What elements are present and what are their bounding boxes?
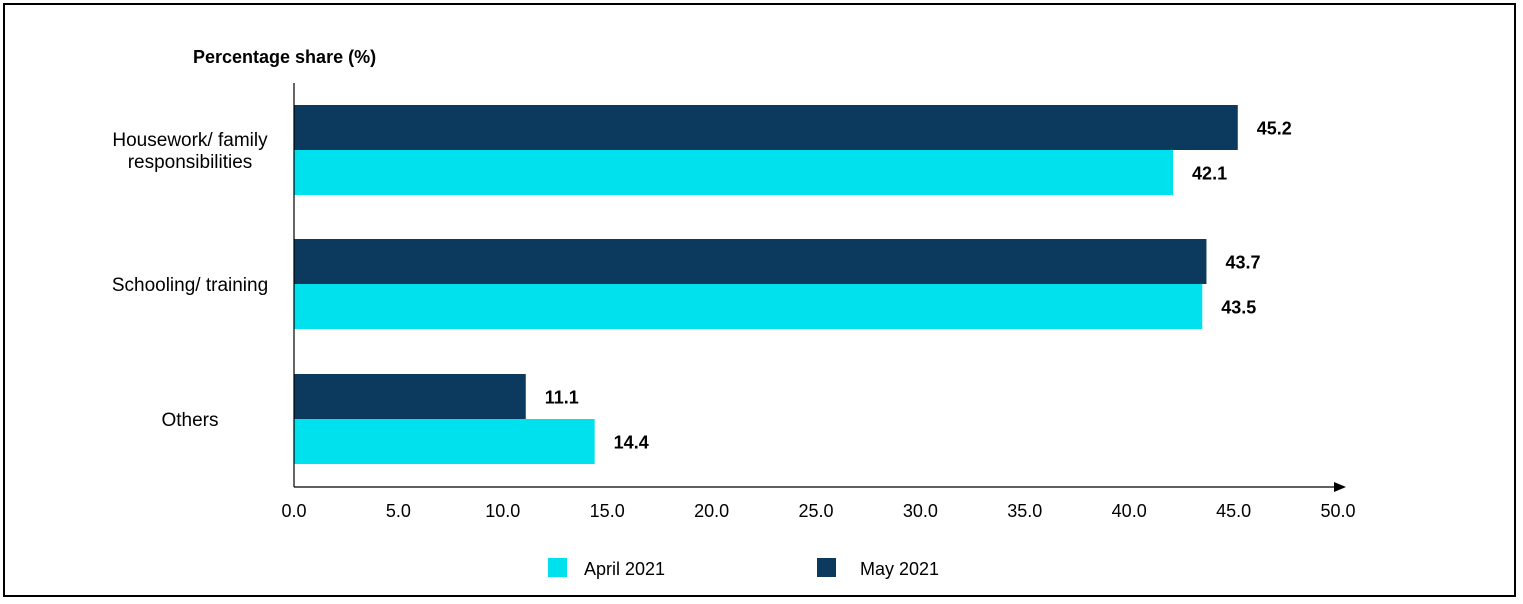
x-tick-label: 50.0 bbox=[1320, 501, 1355, 521]
x-tick-label: 40.0 bbox=[1112, 501, 1147, 521]
category-label: Schooling/ training bbox=[112, 275, 268, 296]
data-label: 43.7 bbox=[1225, 253, 1260, 273]
axes-group bbox=[293, 83, 1346, 492]
x-tick-label: 35.0 bbox=[1007, 501, 1042, 521]
bar-april-2021-0 bbox=[294, 150, 1174, 195]
x-tick-label: 5.0 bbox=[386, 501, 411, 521]
data-label: 43.5 bbox=[1221, 298, 1256, 318]
legend-label: May 2021 bbox=[860, 559, 939, 579]
x-tick-label: 20.0 bbox=[694, 501, 729, 521]
legend: April 2021 May 2021 bbox=[548, 558, 939, 579]
x-tick-label: 30.0 bbox=[903, 501, 938, 521]
category-label: Others bbox=[161, 410, 218, 431]
x-tick-label: 0.0 bbox=[281, 501, 306, 521]
data-label: 42.1 bbox=[1192, 164, 1227, 184]
category-label: responsibilities bbox=[128, 152, 253, 173]
data-label: 45.2 bbox=[1257, 119, 1292, 139]
data-label: 11.1 bbox=[545, 388, 579, 408]
x-tick-label: 10.0 bbox=[485, 501, 520, 521]
bar-may-2021-1 bbox=[294, 239, 1207, 284]
legend-label: April 2021 bbox=[584, 559, 665, 579]
x-tick-label: 25.0 bbox=[798, 501, 833, 521]
bar-april-2021-2 bbox=[294, 419, 595, 464]
x-tick-labels-group: 0.0 5.0 10.0 15.0 20.0 25.0 30.0 35.0 40.0 45.0 50… bbox=[281, 501, 1355, 521]
bar-may-2021-2 bbox=[294, 374, 526, 419]
x-axis-arrow-icon bbox=[1334, 482, 1346, 492]
x-tick-label: 45.0 bbox=[1216, 501, 1251, 521]
chart-frame bbox=[3, 3, 1516, 597]
bars-group bbox=[294, 105, 1238, 464]
x-tick-label: 15.0 bbox=[590, 501, 625, 521]
legend-swatch-april-2021 bbox=[548, 558, 567, 577]
bar-april-2021-1 bbox=[294, 284, 1203, 329]
y-axis-title: Percentage share (%) bbox=[193, 47, 376, 67]
bar-may-2021-0 bbox=[294, 105, 1238, 150]
data-label: 14.4 bbox=[614, 433, 649, 453]
value-labels-group: 45.2 42.1 43.7 43.5 11.1 14.4 bbox=[545, 119, 1292, 453]
category-label: Housework/ family bbox=[112, 130, 268, 151]
legend-swatch-may-2021 bbox=[817, 558, 836, 577]
